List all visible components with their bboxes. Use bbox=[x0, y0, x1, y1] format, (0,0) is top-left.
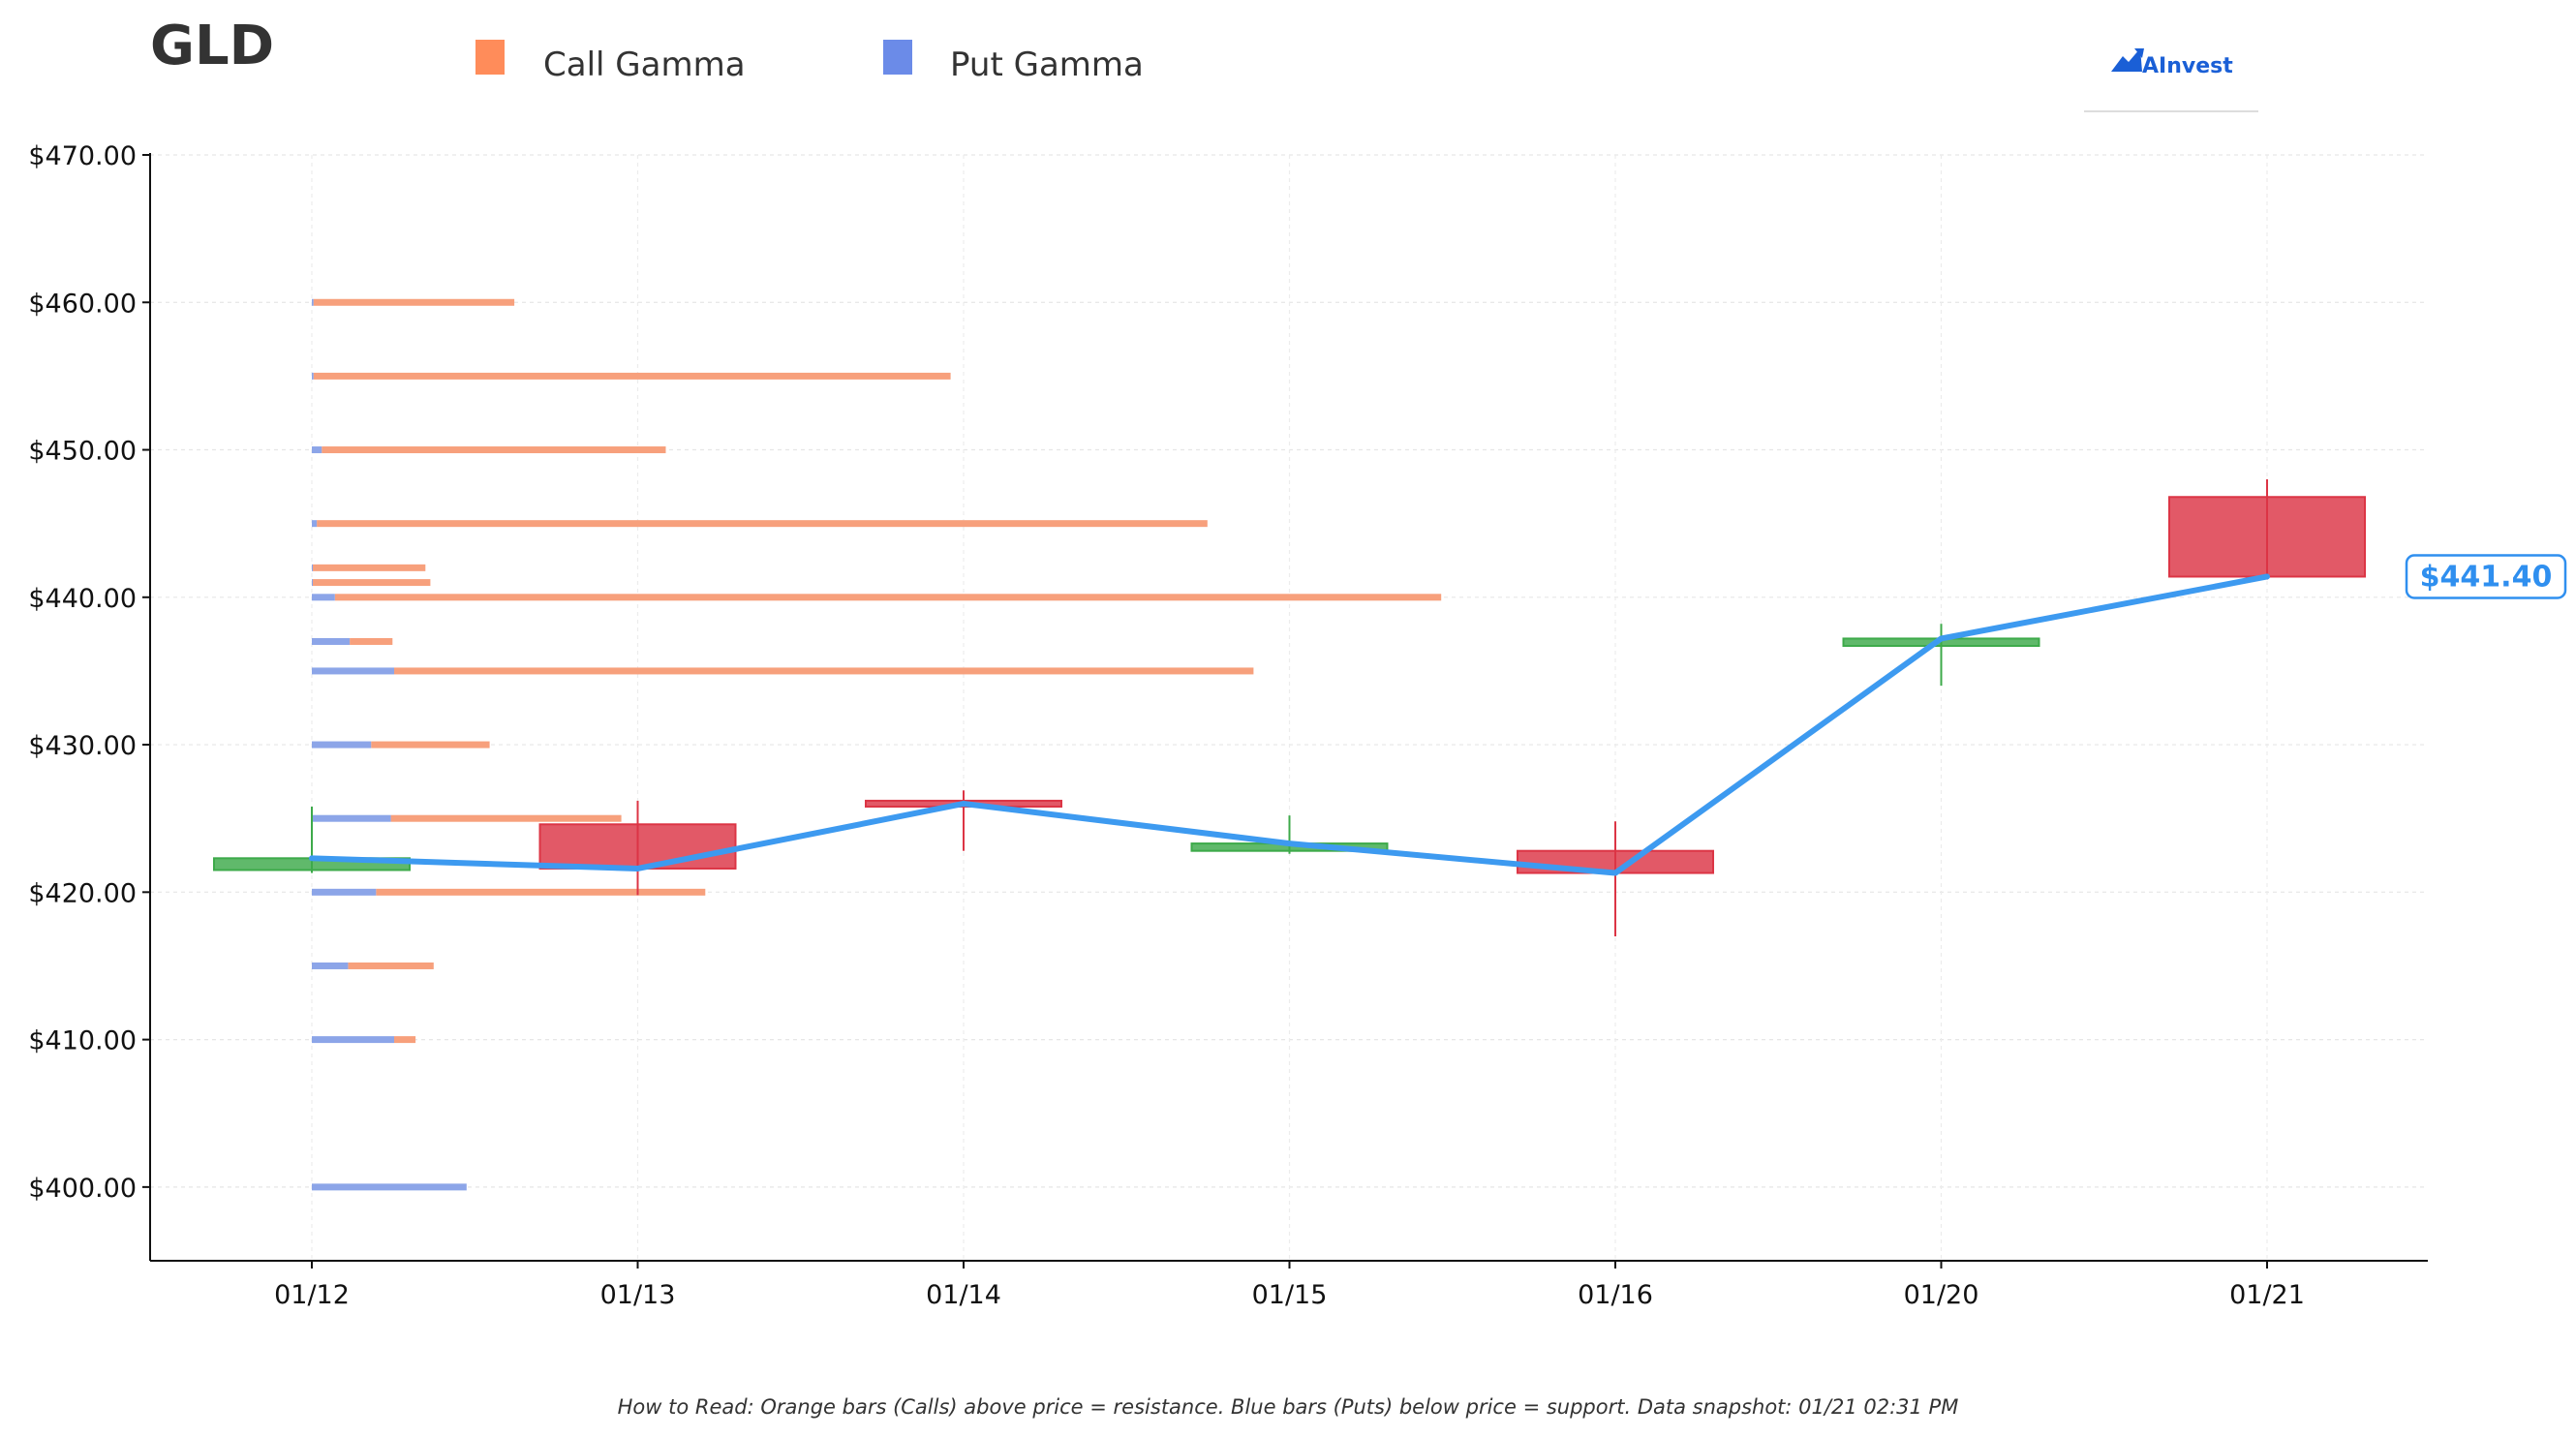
gamma-bars bbox=[312, 298, 1442, 1191]
last-price-box bbox=[2405, 554, 2567, 599]
put-gamma-bar bbox=[312, 814, 391, 822]
x-tick-label: 01/13 bbox=[600, 1280, 676, 1310]
last-price-badge: $441.40 bbox=[2405, 554, 2567, 599]
call-gamma-bar bbox=[376, 888, 706, 896]
y-tick-label: $440.00 bbox=[28, 584, 137, 614]
x-tick-label: 01/14 bbox=[926, 1280, 1001, 1310]
y-tick-label: $400.00 bbox=[28, 1174, 137, 1204]
put-gamma-bar bbox=[312, 520, 318, 528]
call-gamma-bar bbox=[371, 741, 490, 749]
put-gamma-bar bbox=[312, 594, 335, 601]
x-tick-label: 01/12 bbox=[274, 1280, 350, 1310]
legend-call-label: Call Gamma bbox=[543, 46, 746, 84]
chart-title: GLD bbox=[150, 15, 274, 77]
candle-body bbox=[538, 823, 737, 870]
legend: Call Gamma Put Gamma bbox=[475, 40, 1144, 84]
put-gamma-bar bbox=[312, 446, 322, 454]
x-tick-label: 01/16 bbox=[1578, 1280, 1653, 1310]
put-gamma-bar bbox=[312, 741, 372, 749]
footnote: How to Read: Orange bars (Calls) above p… bbox=[618, 1395, 1959, 1419]
last-price-label: $441.40 bbox=[2420, 560, 2553, 594]
ainvest-logo: AInvest bbox=[2084, 48, 2258, 112]
call-gamma-bar bbox=[348, 962, 434, 969]
call-gamma-bar bbox=[394, 667, 1254, 675]
put-gamma-bar bbox=[312, 962, 349, 969]
y-axis-ticks: $400.00 $410.00 $420.00 $430.00 $440.00 $450.… bbox=[28, 141, 150, 1204]
legend-put-swatch bbox=[883, 40, 912, 75]
x-axis-ticks: 01/12 01/13 01/14 01/15 01/16 01/20 01/21 bbox=[274, 1261, 2305, 1310]
call-gamma-bar bbox=[334, 594, 1442, 601]
y-tick-label: $470.00 bbox=[28, 141, 137, 171]
y-tick-label: $450.00 bbox=[28, 437, 137, 467]
call-gamma-bar bbox=[313, 298, 515, 306]
call-gamma-bar bbox=[317, 520, 1208, 528]
y-tick-label: $410.00 bbox=[28, 1026, 137, 1056]
call-gamma-bar bbox=[313, 564, 426, 571]
call-gamma-bar bbox=[394, 1036, 416, 1044]
logo-text: AInvest bbox=[2142, 54, 2233, 78]
put-gamma-bar bbox=[312, 1036, 394, 1044]
y-tick-label: $420.00 bbox=[28, 878, 137, 908]
y-tick-label: $430.00 bbox=[28, 731, 137, 761]
close-price-line-group bbox=[309, 573, 2270, 876]
call-gamma-bar bbox=[350, 637, 393, 645]
close-price-line bbox=[309, 573, 2270, 876]
put-gamma-bar bbox=[312, 888, 377, 896]
put-gamma-bar bbox=[312, 667, 394, 675]
put-gamma-bar bbox=[312, 579, 314, 587]
put-gamma-bar bbox=[312, 298, 314, 306]
call-gamma-bar bbox=[390, 814, 622, 822]
x-tick-label: 01/15 bbox=[1252, 1280, 1328, 1310]
grid bbox=[150, 154, 2428, 1261]
candle-body bbox=[2168, 496, 2366, 578]
legend-put-label: Put Gamma bbox=[950, 46, 1144, 84]
x-tick-label: 01/20 bbox=[1904, 1280, 1979, 1310]
call-gamma-bar bbox=[313, 579, 431, 587]
put-gamma-bar bbox=[312, 1183, 467, 1191]
call-gamma-bar bbox=[322, 446, 666, 454]
x-tick-label: 01/21 bbox=[2229, 1280, 2305, 1310]
y-tick-label: $460.00 bbox=[28, 289, 137, 319]
logo-chart-icon bbox=[2111, 48, 2142, 72]
call-gamma-bar bbox=[313, 372, 951, 380]
put-gamma-bar bbox=[312, 564, 314, 571]
put-gamma-bar bbox=[312, 372, 314, 380]
put-gamma-bar bbox=[312, 637, 351, 645]
legend-call-swatch bbox=[475, 40, 505, 75]
